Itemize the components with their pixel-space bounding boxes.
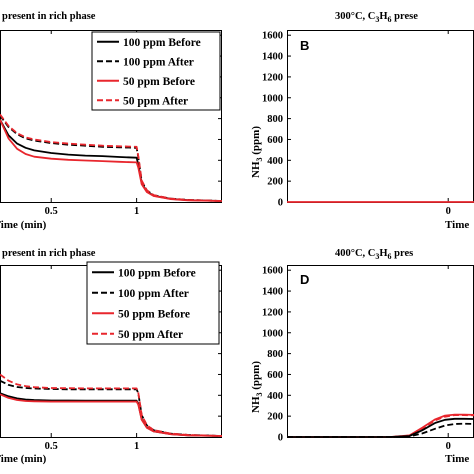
x-axis-label: Time (min) <box>0 453 47 465</box>
panel-title-part: pres <box>392 248 414 259</box>
series-line-100-ppm-before <box>0 392 222 437</box>
panel-title: present in rich phase <box>2 11 96 22</box>
chart-panel-bottom-right: 400°C, C3H6 pres002004006008001000120014… <box>250 248 474 465</box>
y-axis-label-part: (ppm) <box>250 361 262 393</box>
series-line-100-ppm-after <box>0 379 222 437</box>
y-tick-label: 800 <box>267 114 283 125</box>
panel-title-part: 400°C, C <box>335 248 375 259</box>
legend-label: 100 ppm Before <box>123 37 201 49</box>
series-line-50-ppm-before <box>0 119 222 202</box>
y-tick-label: 0 <box>278 198 283 209</box>
series-line-1 <box>287 413 474 438</box>
panel-title-part: 6 <box>388 15 392 24</box>
y-tick-label: 1400 <box>262 52 283 63</box>
legend-label: 100 ppm Before <box>118 267 196 279</box>
y-tick-label: 1600 <box>262 31 283 42</box>
legend-label: 50 ppm After <box>123 95 188 107</box>
legend-box <box>86 261 220 345</box>
series-line-100-ppm-before <box>0 119 222 202</box>
legend-label: 50 ppm Before <box>123 76 195 88</box>
y-tick-label: 200 <box>267 177 283 188</box>
x-tick-label: 0.5 <box>45 441 58 452</box>
series-line-3 <box>287 417 474 438</box>
y-tick-label: 1000 <box>262 328 283 339</box>
y-tick-label: 1000 <box>262 93 283 104</box>
y-tick-label: 1200 <box>262 307 283 318</box>
legend: 100 ppm Before 100 ppm After 50 ppm Before… <box>91 31 221 111</box>
chart-panel-top-left: present in rich phase 0.5 1 Time (min) 100 p… <box>0 11 222 231</box>
y-tick-label: 400 <box>267 156 283 167</box>
chart-panel-bottom-left: present in rich phase 0.5 1 Time (min) 100 p… <box>0 248 222 465</box>
y-axis-label-part: NH <box>250 161 262 178</box>
y-tick-label: 600 <box>267 370 283 381</box>
x-tick-label: 0.5 <box>45 206 58 217</box>
y-tick-label: 200 <box>267 412 283 423</box>
x-axis-label: Time <box>445 453 469 465</box>
series-line-50-ppm-before <box>0 393 222 437</box>
y-tick-label: 0 <box>278 433 283 444</box>
panel-title: present in rich phase <box>2 248 96 259</box>
series-line-50-ppm-after <box>0 113 222 202</box>
panel-letter: D <box>300 272 309 287</box>
x-tick-label: 1 <box>134 441 139 452</box>
y-tick-label: 800 <box>267 349 283 360</box>
x-axis-label: Time <box>445 219 469 231</box>
series-line-50-ppm-after <box>0 373 222 437</box>
panel-title: 400°C, C3H6 pres <box>335 248 413 261</box>
legend-box <box>91 31 221 111</box>
x-tick-label: 0 <box>446 206 451 217</box>
panel-title-part: prese <box>392 11 419 22</box>
y-tick-label: 600 <box>267 135 283 146</box>
y-axis-label: NH3 (ppm) <box>250 126 264 178</box>
panel-title-part: H <box>379 11 387 22</box>
y-axis-label-part: (ppm) <box>250 126 262 158</box>
panel-title-part: 6 <box>388 252 392 261</box>
axes-frame <box>287 265 474 438</box>
y-tick-label: 1200 <box>262 72 283 83</box>
legend-label: 50 ppm Before <box>118 308 190 320</box>
y-axis-label-part: 3 <box>255 157 264 161</box>
plot-area <box>0 113 222 202</box>
y-axis-label-part: NH <box>250 396 262 413</box>
panel-title-part: 3 <box>375 15 379 24</box>
x-tick-label: 1 <box>134 206 139 217</box>
legend-label: 50 ppm After <box>118 329 183 341</box>
y-tick-label: 1400 <box>262 287 283 298</box>
panel-letter: B <box>300 38 309 53</box>
plot-area <box>0 373 222 437</box>
panel-title: 300°C, C3H6 prese <box>335 11 418 24</box>
x-tick-label: 0 <box>446 441 451 452</box>
panel-title-part: 300°C, C <box>335 11 375 22</box>
y-tick-label: 1600 <box>262 266 283 277</box>
panel-title-part: 3 <box>375 252 379 261</box>
plot-area <box>287 413 474 438</box>
legend-label: 100 ppm After <box>118 288 189 300</box>
chart-panel-top-right: 300°C, C3H6 prese00200400600800100012001… <box>250 11 474 231</box>
x-axis-label: Time (min) <box>0 219 47 231</box>
series-line-4 <box>287 422 474 438</box>
y-tick-label: 400 <box>267 391 283 402</box>
y-axis-label: NH3 (ppm) <box>250 361 264 413</box>
y-axis-label-part: 3 <box>255 392 264 396</box>
legend-label: 100 ppm After <box>123 56 194 68</box>
panel-title-part: H <box>379 248 387 259</box>
legend: 100 ppm Before 100 ppm After 50 ppm Before… <box>86 261 220 345</box>
series-line-2 <box>287 414 474 438</box>
series-line-100-ppm-after <box>0 114 222 202</box>
axes-frame <box>287 30 474 203</box>
